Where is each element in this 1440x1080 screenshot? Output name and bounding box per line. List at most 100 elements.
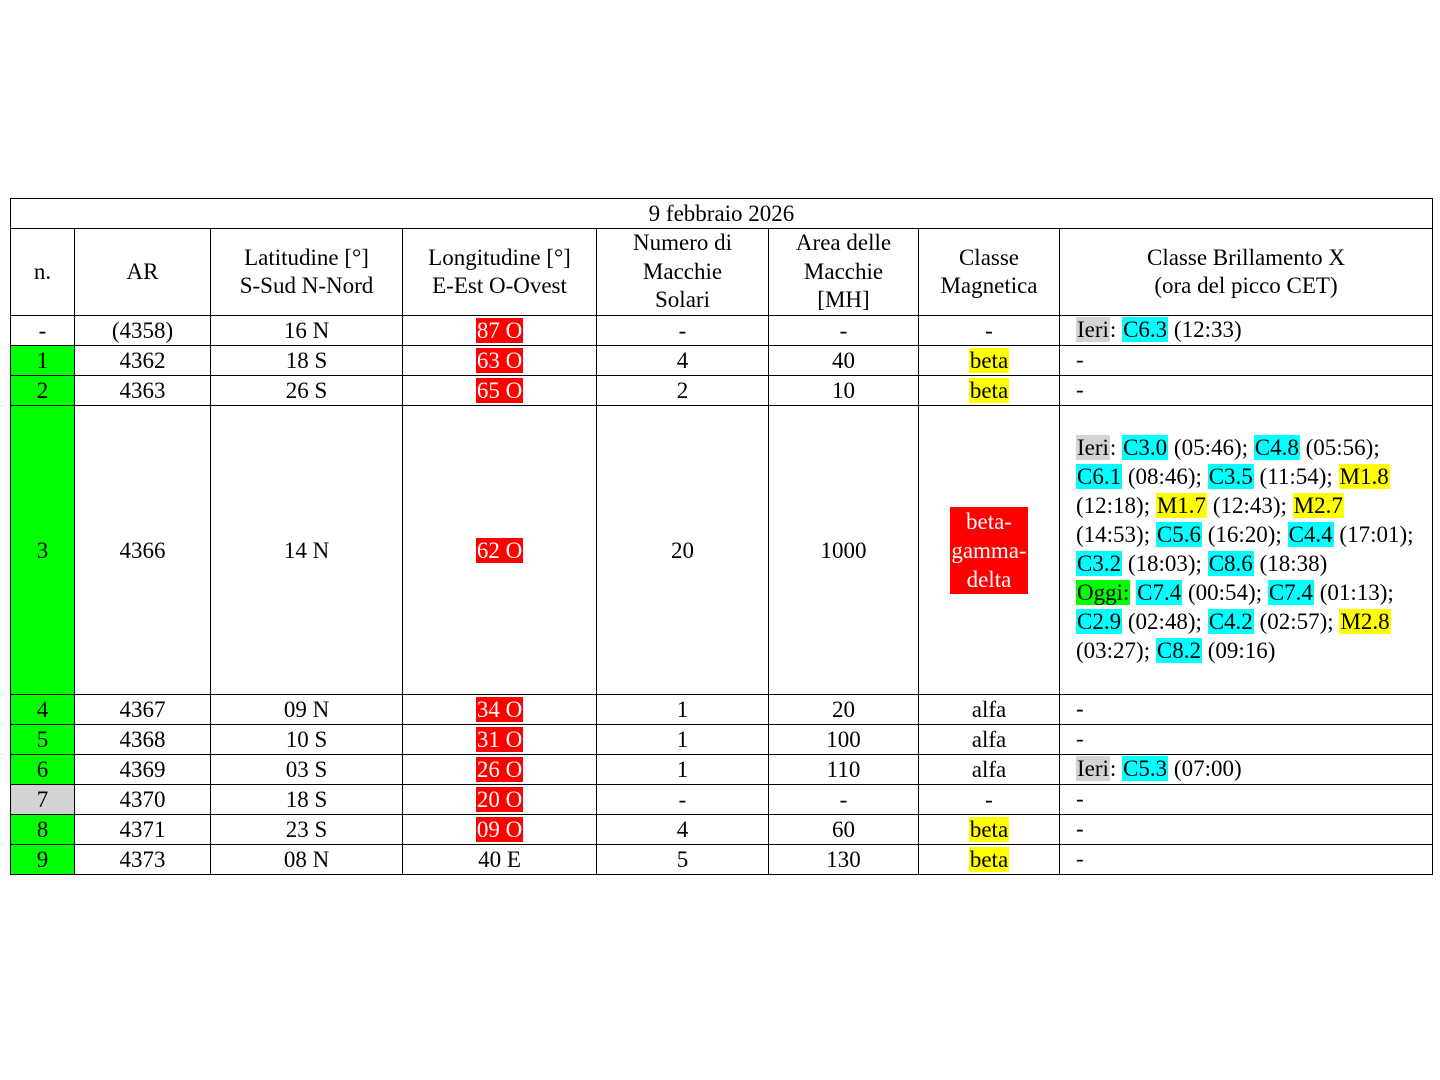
table-row: 4 4367 09 N 34 O 1 20 alfa - (10, 694, 1433, 725)
magnetic-class-value: beta (968, 378, 1010, 403)
cell-flares: - (1059, 694, 1433, 725)
cell-magnetic-class: beta (918, 844, 1060, 875)
magnetic-class-value: alfa (971, 697, 1007, 722)
cell-flares: - (1059, 345, 1433, 376)
cell-latitude: 14 N (210, 405, 403, 695)
cell-latitude: 26 S (210, 375, 403, 406)
cell-spot-count: 1 (596, 754, 769, 785)
cell-number: - (10, 315, 75, 346)
flare-c-class: C4.4 (1287, 522, 1334, 548)
longitude-value: 63 O (475, 348, 524, 373)
cell-magnetic-class: beta (918, 375, 1060, 406)
cell-latitude: 18 S (210, 784, 403, 815)
table-row: 3 4366 14 N 62 O 20 1000 beta-gamma-delta Ieri:… (10, 405, 1433, 695)
flare-m-class: M1.8 (1338, 464, 1390, 490)
cell-ar: 4367 (74, 694, 211, 725)
magnetic-class-value: beta (968, 348, 1010, 373)
cell-flares: Ieri: C5.3 (07:00) (1059, 754, 1433, 785)
cell-area: 110 (768, 754, 919, 785)
flare-c-class: C4.2 (1207, 608, 1254, 634)
cell-area: 20 (768, 694, 919, 725)
longitude-value: 62 O (475, 537, 524, 563)
cell-longitude: 09 O (402, 814, 597, 845)
longitude-value: 34 O (475, 697, 524, 722)
cell-area: - (768, 315, 919, 346)
cell-number: 6 (10, 754, 75, 785)
cell-latitude: 23 S (210, 814, 403, 845)
table-row: 9 4373 08 N 40 E 5 130 beta - (10, 844, 1433, 875)
day-label: Ieri (1076, 756, 1110, 782)
active-regions-table: 9 febbraio 2026 n. AR Latitudine [°] S-Sud … (10, 198, 1433, 875)
flare-c-class: C8.2 (1155, 637, 1202, 663)
cell-ar: 4366 (74, 405, 211, 695)
header-flare-class: Classe Brillamento X (ora del picco CET) (1059, 228, 1433, 316)
cell-magnetic-class: - (918, 784, 1060, 815)
table-row: 1 4362 18 S 63 O 4 40 beta - (10, 345, 1433, 376)
cell-longitude: 40 E (402, 844, 597, 875)
flare-text: (12:43); (1207, 493, 1293, 519)
cell-spot-count: 1 (596, 694, 769, 725)
flare-text: (17:01); (1333, 522, 1414, 548)
cell-number: 3 (10, 405, 75, 695)
header-number: n. (10, 228, 75, 316)
flare-text: - (1076, 696, 1084, 722)
header-longitude: Longitudine [°] E-Est O-Ovest (402, 228, 597, 316)
flare-text: - (1076, 377, 1084, 403)
flare-text: (11:54); (1253, 464, 1339, 490)
flare-c-class: C2.9 (1076, 608, 1123, 634)
header-spot-count: Numero di Macchie Solari (596, 228, 769, 316)
table-row: 2 4363 26 S 65 O 2 10 beta - (10, 375, 1433, 406)
longitude-value: 40 E (478, 847, 521, 872)
flare-c-class: C3.2 (1076, 551, 1123, 576)
table-row: 5 4368 10 S 31 O 1 100 alfa - (10, 724, 1433, 755)
flare-text: (12:33) (1168, 317, 1242, 343)
header-row: n. AR Latitudine [°] S-Sud N-Nord Longitudin… (10, 228, 1433, 316)
flare-c-class: C7.4 (1267, 579, 1314, 605)
cell-magnetic-class: beta (918, 814, 1060, 845)
cell-magnetic-class: alfa (918, 724, 1060, 755)
flare-text: - (1076, 846, 1084, 872)
cell-area: 10 (768, 375, 919, 406)
flare-c-class: C3.0 (1122, 435, 1169, 461)
cell-flares: Ieri: C6.3 (12:33) (1059, 315, 1433, 346)
table-row: 7 4370 18 S 20 O---- (10, 784, 1433, 815)
flare-text: (00:54); (1182, 579, 1268, 605)
cell-spot-count: 2 (596, 375, 769, 406)
cell-spot-count: 20 (596, 405, 769, 695)
magnetic-class-value: alfa (971, 727, 1007, 752)
cell-flares: - (1059, 724, 1433, 755)
flare-c-class: C5.6 (1155, 522, 1202, 548)
table-row: 8 4371 23 S 09 O 4 60 beta - (10, 814, 1433, 845)
cell-spot-count: 1 (596, 724, 769, 755)
cell-number: 4 (10, 694, 75, 725)
flare-text: (07:00) (1168, 756, 1242, 782)
flare-text: (18:38) (1253, 551, 1328, 576)
longitude-value: 87 O (475, 318, 524, 343)
cell-latitude: 09 N (210, 694, 403, 725)
cell-longitude: 63 O (402, 345, 597, 376)
flare-text: (12:18); (1076, 493, 1156, 519)
flare-text: (14:53); (1076, 522, 1156, 548)
flare-c-class: C7.4 (1136, 579, 1183, 605)
cell-area: 130 (768, 844, 919, 875)
flare-text: (03:27); (1076, 637, 1156, 663)
cell-ar: 4373 (74, 844, 211, 875)
cell-ar: 4371 (74, 814, 211, 845)
cell-number: 8 (10, 814, 75, 845)
flare-m-class: M2.8 (1339, 608, 1391, 634)
flare-text: - (1076, 347, 1084, 373)
magnetic-class-value: beta (968, 847, 1010, 872)
cell-ar: 4370 (74, 784, 211, 815)
cell-number: 9 (10, 844, 75, 875)
flare-text: (01:13); (1313, 579, 1394, 605)
cell-ar: 4369 (74, 754, 211, 785)
cell-flares: - (1059, 844, 1433, 875)
flare-text: - (1076, 786, 1084, 812)
flare-text: (09:16) (1201, 637, 1276, 663)
cell-ar: 4363 (74, 375, 211, 406)
table-row: 6 4369 03 S 26 O 1 110 alfa Ieri: C5.3 (07:00) (10, 754, 1433, 785)
cell-flares: - (1059, 784, 1433, 815)
cell-area: 60 (768, 814, 919, 845)
cell-latitude: 16 N (210, 315, 403, 346)
day-label: Ieri (1076, 317, 1110, 343)
